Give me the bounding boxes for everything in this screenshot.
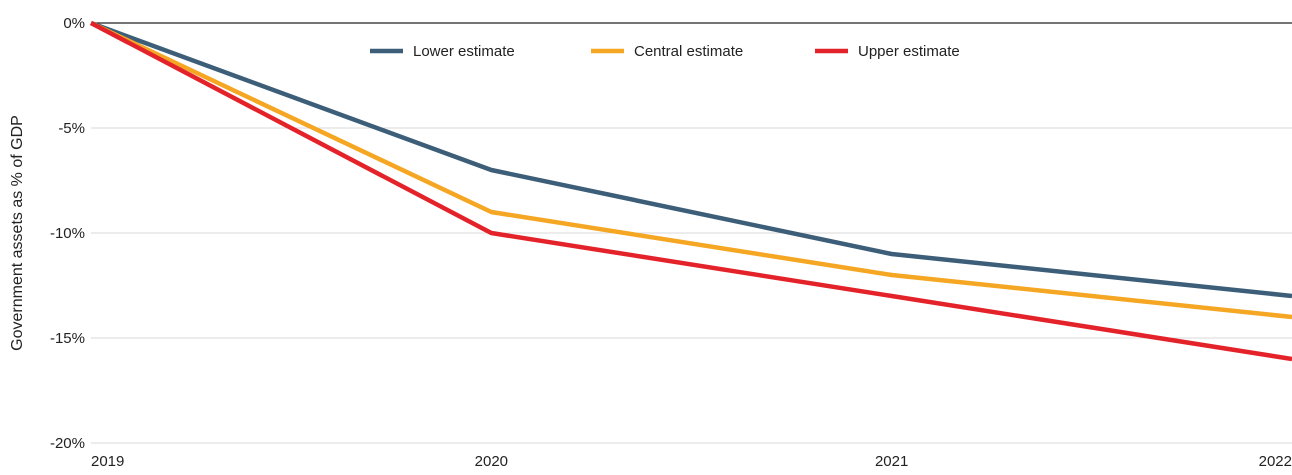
series-line-3 xyxy=(89,21,1292,362)
series-lines xyxy=(89,20,1292,362)
x-axis-ticks: 2019 2020 2021 2022 xyxy=(91,453,1292,470)
x-tick-label: 2020 xyxy=(475,453,508,470)
y-tick-label: -10% xyxy=(50,225,85,242)
x-tick-label: 2022 xyxy=(1259,453,1292,470)
legend-label: Upper estimate xyxy=(858,43,960,60)
x-tick-label: 2019 xyxy=(91,453,124,470)
series-line-2 xyxy=(90,20,1292,320)
legend-label: Lower estimate xyxy=(413,43,515,60)
y-axis-ticks: 0% -5% -10% -15% -20% xyxy=(50,15,85,452)
gridlines xyxy=(91,22,1292,444)
legend: Lower estimate Central estimate Upper esti… xyxy=(370,43,960,60)
legend-label: Central estimate xyxy=(634,43,743,60)
y-tick-label: 0% xyxy=(63,15,85,32)
x-tick-label: 2021 xyxy=(875,453,908,470)
y-tick-label: -20% xyxy=(50,435,85,452)
y-tick-label: -5% xyxy=(58,120,85,137)
series-line-1 xyxy=(90,20,1292,299)
y-tick-label: -15% xyxy=(50,330,85,347)
y-axis-title: Government assets as % of GDP xyxy=(9,115,26,351)
